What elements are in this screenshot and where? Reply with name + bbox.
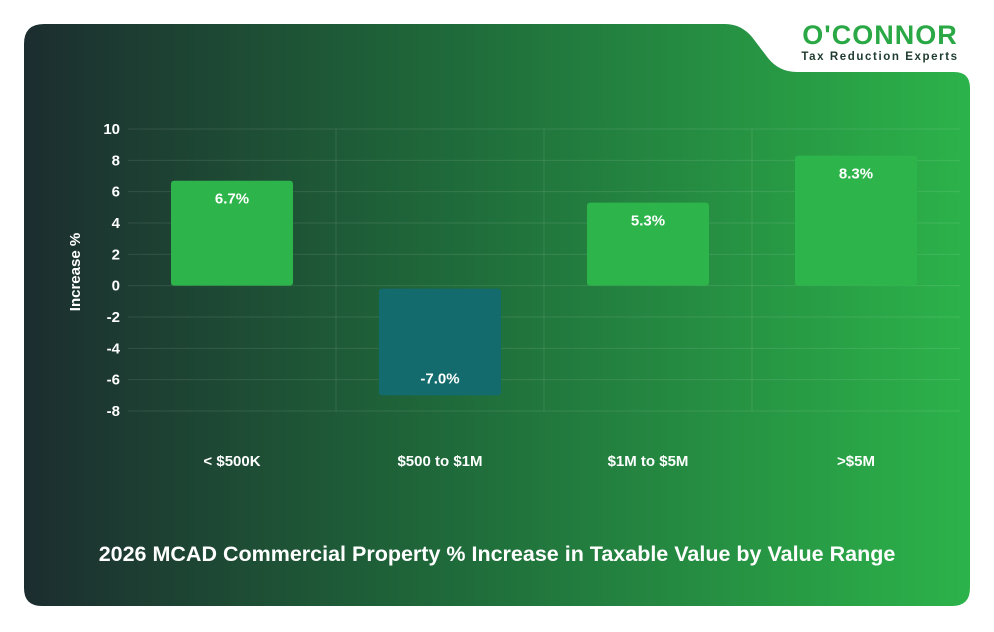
x-tick-label: < $500K [203,453,260,470]
bar-0 [171,180,293,286]
data-label: 6.7% [215,191,249,208]
y-tick-label: 4 [112,215,121,232]
data-label: 5.3% [631,213,665,230]
x-tick-label: >$5M [837,453,875,470]
brand-tagline: Tax Reduction Experts [801,51,959,63]
bar-3 [795,155,917,286]
x-tick-label: $500 to $1M [397,453,482,470]
bar-2 [587,202,709,286]
data-labels: 6.7% -7.0% 5.3% 8.3% [215,166,873,388]
y-tick-label: -4 [107,340,121,357]
data-label: 8.3% [839,166,873,183]
y-axis-label: Increase % [67,233,84,311]
y-tick-label: -6 [107,372,120,389]
data-label: -7.0% [420,370,459,387]
y-axis-ticks: 10 8 6 4 2 0 -2 -4 -6 -8 [103,121,120,420]
chart-title: 2026 MCAD Commercial Property % Increase… [98,542,896,566]
y-tick-label: 2 [112,246,120,263]
brand-name: O'CONNOR [802,20,958,50]
x-tick-label: $1M to $5M [608,453,689,470]
y-tick-label: 10 [103,121,120,138]
x-axis-ticks: < $500K $500 to $1M $1M to $5M >$5M [203,453,875,470]
bar-1 [379,288,501,396]
y-tick-label: 0 [112,278,120,295]
y-tick-label: 6 [112,184,120,201]
brand-logo: O'CONNOR Tax Reduction Experts [786,20,974,64]
y-tick-label: -8 [107,403,120,420]
y-tick-label: 8 [112,152,120,169]
y-tick-label: -2 [107,309,120,326]
bars [171,155,917,396]
